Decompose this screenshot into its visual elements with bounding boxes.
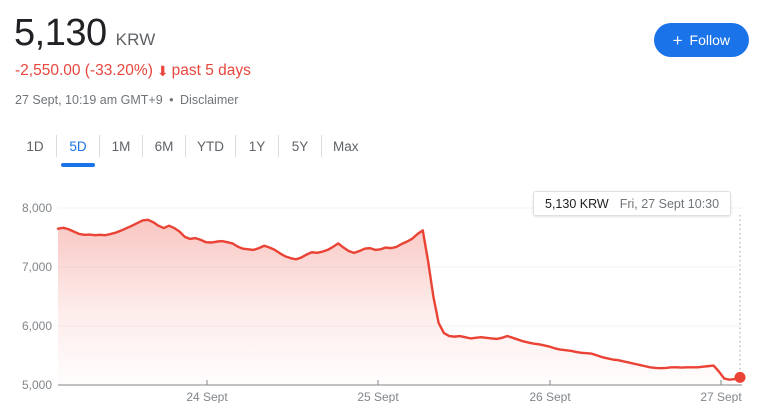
chart-area: 5,000 6,000 7,000 8,000 24 Sept 25 Sept 26 Se… (0, 178, 775, 403)
tab-separator (278, 135, 279, 157)
quote-timestamp: 27 Sept, 10:19 am GMT+9 (15, 93, 163, 107)
tab-separator (99, 135, 100, 157)
tab-separator (321, 135, 322, 157)
follow-button-label: Follow (689, 32, 730, 48)
range-tab-max[interactable]: Max (333, 138, 359, 154)
range-tab-6m[interactable]: 6M (154, 138, 174, 154)
x-axis-label: 27 Sept (700, 390, 742, 403)
tooltip-date: Fri, 27 Sept 10:30 (619, 196, 720, 211)
y-axis-label: 7,000 (21, 260, 52, 274)
price-change-row: -2,550.00 (-33.20%) ⬇ past 5 days (15, 62, 251, 80)
disclaimer-link[interactable]: Disclaimer (180, 93, 239, 107)
y-axis-label: 8,000 (21, 201, 52, 215)
quote-meta-row: 27 Sept, 10:19 am GMT+9 • Disclaimer (15, 93, 238, 107)
current-price-marker (734, 371, 746, 383)
range-tab-5d[interactable]: 5D (57, 128, 99, 164)
x-axis-label: 24 Sept (186, 390, 228, 403)
range-tab-bar: 1D 5D 1M 6M YTD 1Y 5Y Max (14, 128, 370, 164)
range-tab-1y[interactable]: 1Y (248, 138, 266, 154)
x-axis-label: 26 Sept (529, 390, 571, 403)
tab-separator (142, 135, 143, 157)
price-change-value: -2,550.00 (-33.20%) (15, 62, 153, 79)
follow-button[interactable]: + Follow (653, 23, 749, 57)
plus-icon: + (672, 30, 683, 50)
x-axis-label: 25 Sept (357, 390, 399, 403)
meta-separator: • (169, 93, 174, 107)
current-price: 5,130 (14, 12, 107, 54)
range-tab-1d[interactable]: 1D (26, 138, 44, 154)
tooltip-price: 5,130 KRW (545, 196, 609, 211)
range-tab-5y[interactable]: 5Y (291, 138, 309, 154)
tab-separator (235, 135, 236, 157)
down-arrow-icon: ⬇ (156, 63, 169, 79)
price-header: 5,130 KRW (14, 12, 156, 54)
y-axis-label: 6,000 (21, 319, 52, 333)
range-tab-ytd[interactable]: YTD (197, 138, 224, 154)
range-tab-1m[interactable]: 1M (111, 138, 131, 154)
tab-separator (185, 135, 186, 157)
price-change-period: past 5 days (171, 62, 251, 79)
y-axis-label: 5,000 (21, 378, 52, 392)
chart-tooltip: 5,130 KRW Fri, 27 Sept 10:30 (533, 191, 732, 216)
currency-label: KRW (115, 30, 156, 49)
